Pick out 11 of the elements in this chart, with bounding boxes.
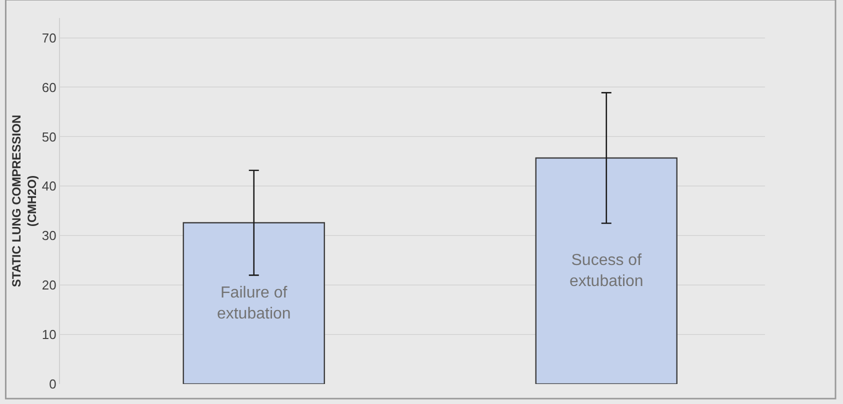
y-tick-label: 50: [42, 129, 56, 144]
y-tick-label: 10: [42, 327, 56, 342]
y-axis-title: STATIC LUNG COMPRESSION (CMH2O): [10, 114, 40, 288]
x-tick-label: Failure of extubation: [216, 284, 291, 322]
y-tick-label: 70: [42, 30, 56, 46]
y-tick-label: 0: [49, 376, 56, 392]
y-tick-label: 60: [42, 80, 56, 95]
y-tick-label: 30: [42, 228, 56, 244]
y-tick-label: 20: [42, 278, 56, 293]
y-tick-label: 40: [42, 178, 56, 194]
x-tick-label: Sucess of extubation: [569, 252, 644, 290]
